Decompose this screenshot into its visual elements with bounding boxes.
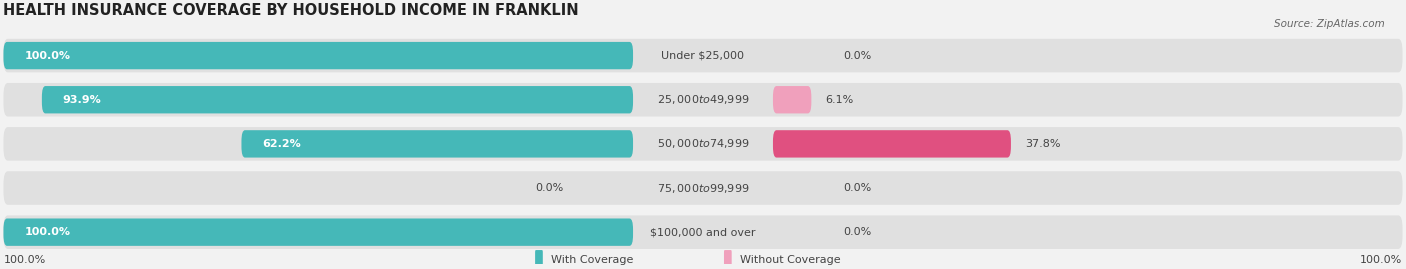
FancyBboxPatch shape (242, 130, 633, 158)
FancyBboxPatch shape (3, 42, 633, 69)
Text: Without Coverage: Without Coverage (740, 255, 841, 265)
Text: 6.1%: 6.1% (825, 95, 853, 105)
FancyBboxPatch shape (536, 250, 543, 269)
Text: $25,000 to $49,999: $25,000 to $49,999 (657, 93, 749, 106)
Text: $75,000 to $99,999: $75,000 to $99,999 (657, 182, 749, 194)
FancyBboxPatch shape (724, 250, 731, 269)
Text: 100.0%: 100.0% (3, 255, 46, 265)
FancyBboxPatch shape (3, 39, 1403, 72)
FancyBboxPatch shape (3, 215, 1403, 249)
FancyBboxPatch shape (42, 86, 633, 114)
FancyBboxPatch shape (3, 171, 1403, 205)
Text: 100.0%: 100.0% (1360, 255, 1403, 265)
FancyBboxPatch shape (3, 218, 633, 246)
Text: $100,000 and over: $100,000 and over (650, 227, 756, 237)
Text: 0.0%: 0.0% (534, 183, 562, 193)
Text: 0.0%: 0.0% (844, 227, 872, 237)
Text: 0.0%: 0.0% (844, 51, 872, 61)
Text: Under $25,000: Under $25,000 (661, 51, 745, 61)
Text: 100.0%: 100.0% (24, 51, 70, 61)
Text: 100.0%: 100.0% (24, 227, 70, 237)
Text: HEALTH INSURANCE COVERAGE BY HOUSEHOLD INCOME IN FRANKLIN: HEALTH INSURANCE COVERAGE BY HOUSEHOLD I… (3, 3, 579, 19)
FancyBboxPatch shape (773, 130, 1011, 158)
FancyBboxPatch shape (773, 86, 811, 114)
Text: 62.2%: 62.2% (263, 139, 301, 149)
FancyBboxPatch shape (3, 127, 1403, 161)
Text: With Coverage: With Coverage (551, 255, 634, 265)
Text: 37.8%: 37.8% (1025, 139, 1060, 149)
Text: 93.9%: 93.9% (63, 95, 101, 105)
Text: 0.0%: 0.0% (844, 183, 872, 193)
Text: Source: ZipAtlas.com: Source: ZipAtlas.com (1274, 19, 1385, 29)
Text: $50,000 to $74,999: $50,000 to $74,999 (657, 137, 749, 150)
FancyBboxPatch shape (3, 83, 1403, 116)
